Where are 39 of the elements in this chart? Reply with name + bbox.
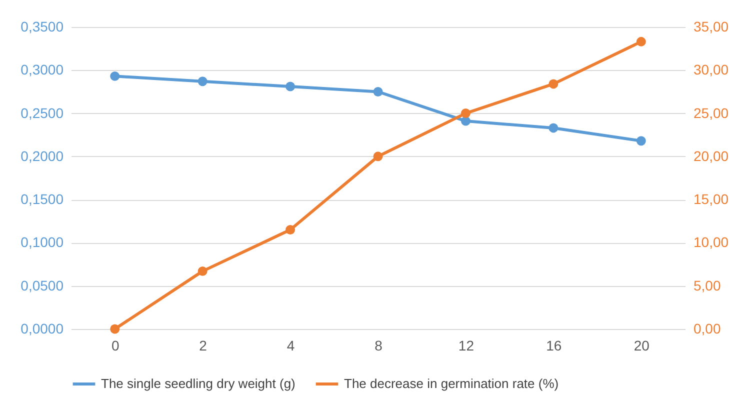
y-tick-label: 0,0000 <box>20 320 64 336</box>
y-tick-label: 0,3000 <box>20 62 64 78</box>
y-tick-label: 0,0500 <box>20 277 64 294</box>
y2-tick-label: 15,00 <box>694 191 729 208</box>
point <box>373 152 383 162</box>
point <box>286 82 296 92</box>
y2-tick-label: 20,00 <box>694 148 729 164</box>
point <box>548 123 558 133</box>
y-tick-label: 0,3500 <box>20 18 64 34</box>
y-tick-label: 0,1500 <box>20 191 64 208</box>
y2-tick-label: 0,00 <box>694 320 721 336</box>
point <box>110 324 120 334</box>
x-tick-label: 16 <box>546 338 562 354</box>
x-tick-label: 20 <box>634 338 650 354</box>
x-tick-label: 8 <box>374 338 383 354</box>
legend-label: The decrease in germination rate (%) <box>344 376 559 391</box>
point <box>460 108 470 118</box>
y2-tick-label: 5,00 <box>694 277 721 294</box>
point <box>636 136 646 146</box>
point <box>110 71 120 81</box>
x-tick-label: 4 <box>286 338 295 354</box>
y2-tick-label: 30,00 <box>694 62 729 78</box>
point <box>636 36 646 46</box>
x-tick-label: 0 <box>111 338 120 354</box>
point <box>286 225 296 235</box>
x-tick-label: 12 <box>458 338 474 354</box>
y2-tick-label: 35,00 <box>694 18 729 34</box>
point <box>198 76 208 86</box>
point <box>373 86 383 96</box>
point <box>198 266 208 276</box>
y-tick-label: 0,2000 <box>20 148 64 164</box>
y-tick-label: 0,1000 <box>20 234 64 250</box>
legend-label: The single seedling dry weight (g) <box>101 376 296 391</box>
point <box>460 116 470 126</box>
y2-tick-label: 25,00 <box>694 104 729 121</box>
y2-tick-label: 10,00 <box>694 234 729 250</box>
x-tick-label: 2 <box>199 338 208 354</box>
point <box>548 79 558 89</box>
y-tick-label: 0,2500 <box>20 104 64 121</box>
